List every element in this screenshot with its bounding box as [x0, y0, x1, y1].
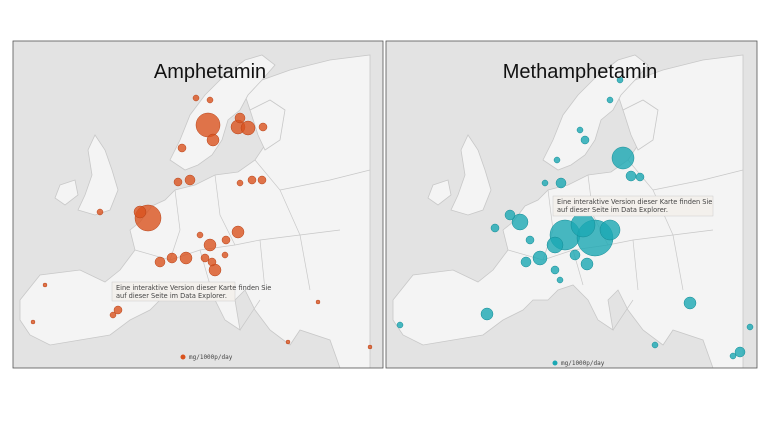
legend-swatch: [552, 360, 558, 366]
note-line: Eine interaktive Version dieser Karte fi…: [557, 198, 712, 206]
amphetamine-bubbles: [30, 94, 373, 350]
right-map: Eine interaktive Version dieser Karte fi…: [386, 41, 757, 368]
map-title: Amphetamin: [154, 61, 266, 83]
legend-swatch: [180, 354, 186, 360]
note-line: auf dieser Seite im Data Explorer.: [116, 292, 227, 300]
legend-label: mg/1000p/day: [189, 354, 233, 361]
map-title: Methamphetamin: [503, 61, 658, 83]
legend-label: mg/1000p/day: [561, 360, 605, 367]
methamphetamine-bubbles: [396, 76, 754, 360]
note-line: auf dieser Seite im Data Explorer.: [557, 206, 668, 214]
note-line: Eine interaktive Version dieser Karte fi…: [116, 284, 271, 292]
left-map: Eine interaktive Version dieser Karte fi…: [13, 41, 383, 368]
